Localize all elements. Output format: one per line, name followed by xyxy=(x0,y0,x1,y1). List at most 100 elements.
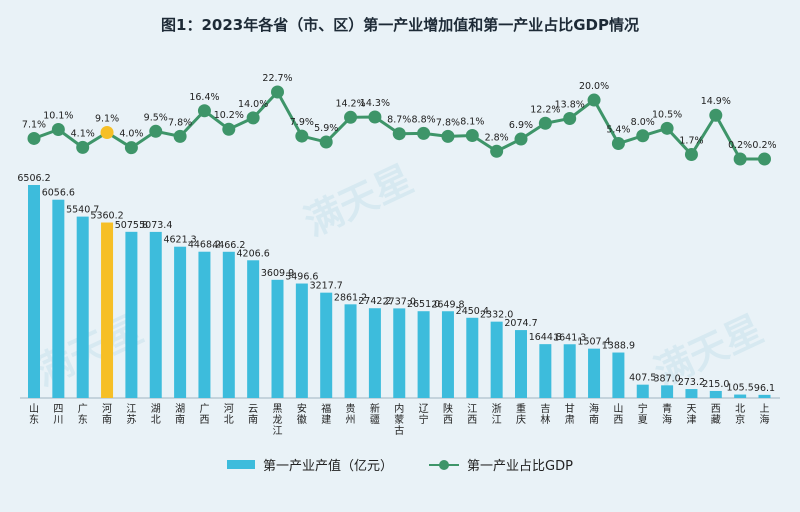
bar-value-label-21: 1644.8 xyxy=(529,332,562,343)
line-value-label-22: 13.8% xyxy=(555,100,585,111)
bar-30 xyxy=(758,394,771,398)
bar-value-label-25: 407.5 xyxy=(629,373,656,384)
category-char: 南 xyxy=(248,413,258,426)
line-point-18 xyxy=(465,128,479,142)
line-value-label-5: 9.5% xyxy=(144,112,168,123)
category-char: 天 xyxy=(686,404,696,415)
line-value-label-10: 22.7% xyxy=(262,73,292,84)
legend-item-bar: 第一产业产值（亿元） xyxy=(227,455,393,474)
category-label-8: 河北 xyxy=(224,403,234,426)
bar-value-label-12: 3217.7 xyxy=(310,281,343,292)
bar-6 xyxy=(174,246,187,398)
bar-value-label-13: 2861.2 xyxy=(334,292,367,303)
bar-5 xyxy=(149,231,162,398)
category-label-24: 山西 xyxy=(613,403,623,426)
category-label-27: 天津 xyxy=(686,404,696,426)
category-char: 海 xyxy=(760,413,770,426)
category-char: 庆 xyxy=(516,413,526,426)
bar-value-label-30: 96.1 xyxy=(754,383,775,394)
bar-22 xyxy=(563,344,576,398)
legend-line-swatch xyxy=(429,459,460,470)
bar-7 xyxy=(198,251,211,398)
line-value-label-17: 7.8% xyxy=(436,117,460,128)
category-label-13: 贵州 xyxy=(346,402,356,426)
legend-item-line: 第一产业占比GDP xyxy=(429,455,573,474)
category-label-30: 上海 xyxy=(760,403,770,426)
bar-27 xyxy=(685,389,698,398)
line-point-21 xyxy=(538,116,552,130)
line-point-7 xyxy=(197,104,211,118)
line-point-5 xyxy=(149,124,163,138)
category-char: 黑 xyxy=(273,403,283,415)
category-char: 东 xyxy=(78,413,88,426)
line-value-label-2: 4.1% xyxy=(71,128,95,139)
category-label-9: 云南 xyxy=(248,404,258,426)
line-value-label-14: 14.3% xyxy=(360,98,390,109)
category-char: 河 xyxy=(102,403,112,415)
category-label-17: 陕西 xyxy=(443,402,453,426)
line-value-label-4: 4.0% xyxy=(119,129,143,140)
line-point-22 xyxy=(563,112,577,126)
line-point-3 xyxy=(100,125,114,139)
bar-28 xyxy=(709,390,722,398)
bar-29 xyxy=(734,394,747,398)
line-value-label-8: 10.2% xyxy=(214,110,244,121)
line-point-13 xyxy=(344,110,358,124)
category-char: 青 xyxy=(662,402,672,415)
bar-value-label-24: 1388.9 xyxy=(602,341,635,352)
category-char: 建 xyxy=(321,413,331,426)
category-char: 江 xyxy=(273,425,283,437)
bar-value-label-6: 4621.3 xyxy=(163,235,196,246)
bar-value-label-10: 3609.9 xyxy=(261,268,294,279)
category-char: 苏 xyxy=(126,413,136,426)
line-value-label-21: 12.2% xyxy=(530,104,560,115)
bar-value-label-8: 4466.2 xyxy=(212,240,245,251)
bar-value-label-16: 2651.0 xyxy=(407,299,440,310)
line-value-label-20: 6.9% xyxy=(509,120,533,131)
category-label-10: 黑龙江 xyxy=(273,403,283,437)
bar-21 xyxy=(539,344,552,398)
category-char: 海 xyxy=(589,402,599,415)
category-label-29: 北京 xyxy=(735,403,745,426)
category-char: 川 xyxy=(53,415,63,426)
category-char: 海 xyxy=(662,413,672,426)
category-label-1: 四川 xyxy=(53,404,63,426)
bar-1 xyxy=(52,199,65,398)
line-value-label-28: 14.9% xyxy=(701,96,731,107)
category-char: 云 xyxy=(248,404,258,415)
line-point-14 xyxy=(368,110,382,124)
category-label-21: 吉林 xyxy=(540,403,550,426)
category-char: 西 xyxy=(711,404,721,415)
category-char: 北 xyxy=(735,403,745,415)
bar-25 xyxy=(636,384,649,398)
category-char: 陕 xyxy=(443,402,453,415)
line-point-29 xyxy=(733,152,747,166)
category-char: 上 xyxy=(760,403,770,415)
bar-value-label-5: 5073.4 xyxy=(139,220,172,231)
line-value-label-3: 9.1% xyxy=(95,113,119,124)
category-char: 西 xyxy=(613,415,623,426)
line-point-23 xyxy=(587,93,601,107)
line-value-label-12: 5.9% xyxy=(314,123,338,134)
line-point-30 xyxy=(758,152,771,166)
bar-value-label-3: 5360.2 xyxy=(90,211,123,222)
category-char: 蒙 xyxy=(394,413,404,426)
category-char: 湖 xyxy=(151,403,161,415)
line-value-label-13: 14.2% xyxy=(335,98,365,109)
category-char: 夏 xyxy=(638,414,648,426)
line-point-16 xyxy=(417,126,431,140)
category-char: 藏 xyxy=(711,414,721,426)
category-char: 山 xyxy=(29,403,39,415)
line-value-label-30: 0.2% xyxy=(752,140,776,151)
bar-26 xyxy=(661,385,674,398)
line-value-label-0: 7.1% xyxy=(22,119,46,130)
category-char: 辽 xyxy=(419,403,429,415)
line-value-label-18: 8.1% xyxy=(460,116,484,127)
line-point-4 xyxy=(124,141,138,155)
category-label-19: 浙江 xyxy=(492,403,502,426)
category-char: 宁 xyxy=(638,402,648,415)
bar-20 xyxy=(515,330,527,398)
line-point-12 xyxy=(319,135,333,149)
category-label-6: 湖南 xyxy=(175,403,185,426)
